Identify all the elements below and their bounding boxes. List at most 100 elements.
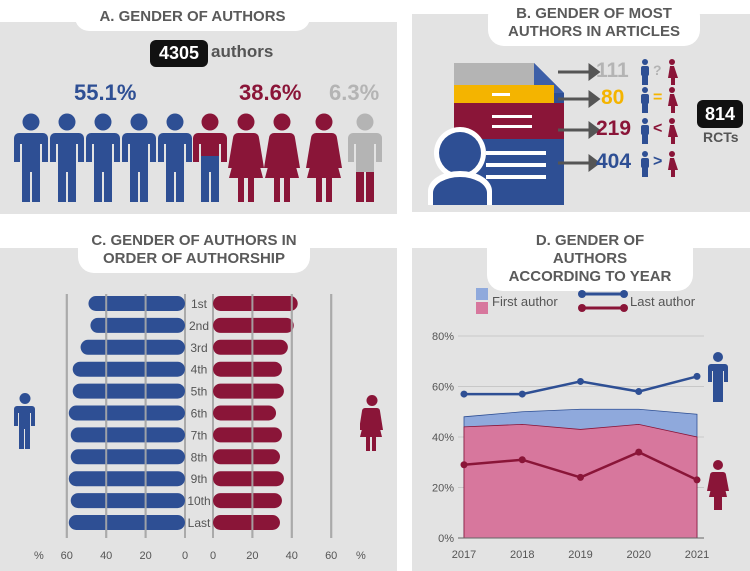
- symbol-less-than: <: [653, 120, 663, 137]
- category-label: 7th: [191, 428, 208, 442]
- female-icon: [264, 113, 300, 202]
- symbol-greater-than: >: [653, 153, 663, 170]
- point-last-author-men: [693, 372, 701, 380]
- symbol-equal: =: [653, 89, 663, 106]
- legend-last-author-swatch: [578, 290, 628, 312]
- tick-label-left: 40: [100, 550, 112, 562]
- bar-men: [68, 405, 185, 421]
- total-authors-label: authors: [211, 42, 274, 61]
- tick-label-right: 40: [286, 550, 298, 562]
- area-first-author-women: [463, 423, 698, 539]
- panel-b-title-line2: AUTHORS IN ARTICLES: [508, 23, 680, 40]
- male-icon: [50, 113, 84, 202]
- bar-men: [72, 383, 185, 399]
- equal-count: 80: [601, 86, 625, 109]
- category-label: 10th: [187, 494, 210, 508]
- bar-men: [88, 296, 185, 311]
- category-label: 5th: [191, 385, 208, 399]
- male-icon: [14, 113, 48, 202]
- bar-men: [80, 339, 185, 355]
- point-last-author-women: [577, 473, 584, 481]
- category-label: 6th: [191, 407, 208, 421]
- panel-d-title-line1: D. GENDER OF AUTHORS: [535, 232, 645, 267]
- bar-women: [213, 361, 282, 377]
- female-icon: [707, 460, 729, 510]
- point-last-author-women: [460, 461, 468, 469]
- point-last-author-women: [518, 456, 526, 464]
- point-last-author-men: [577, 377, 584, 385]
- y-tick-label: 80%: [432, 331, 454, 343]
- male-icon: [86, 113, 120, 202]
- x-tick-label: 2021: [685, 549, 709, 561]
- male-icon: [14, 393, 35, 449]
- total-authors-badge: 4305: [150, 40, 208, 67]
- bar-men: [70, 493, 185, 509]
- male-majority-count: 404: [596, 150, 632, 173]
- y-tick-label: 40%: [432, 432, 454, 444]
- bar-men: [70, 427, 185, 443]
- bar-women: [213, 405, 277, 421]
- point-last-author-men: [460, 390, 468, 398]
- point-last-author-men: [518, 390, 526, 398]
- category-label: 4th: [191, 363, 208, 377]
- x-tick-label: 2017: [452, 549, 476, 561]
- point-last-author-women: [693, 476, 701, 484]
- category-label: 9th: [191, 472, 208, 486]
- panel-a-title: A. GENDER OF AUTHORS: [75, 3, 310, 31]
- half-male-half-female-icon: [193, 113, 227, 202]
- male-icon: [708, 352, 728, 402]
- category-label: 8th: [191, 450, 208, 464]
- rct-label: RCTs: [703, 129, 739, 145]
- bar-women: [213, 515, 280, 530]
- panel-c-title: C. GENDER OF AUTHORS IN ORDER OF AUTHORS…: [78, 227, 310, 273]
- bar-women: [213, 339, 288, 355]
- authorship-order-chart: 1st 2nd 3rd 4th 5th 6th 7th 8th 9th 10th Last 60 40 2…: [61, 294, 337, 562]
- male-icon: [158, 113, 192, 202]
- male-percentage: 55.1%: [74, 80, 137, 105]
- unknown-gender-icon: [348, 113, 382, 202]
- x-tick-label: 2020: [627, 549, 651, 561]
- unknown-percentage: 6.3%: [329, 80, 380, 105]
- tick-label-right: 20: [246, 550, 258, 562]
- bar-women: [213, 296, 298, 311]
- category-label: 3rd: [190, 341, 207, 355]
- document-person-illustration: [428, 63, 564, 205]
- y-tick-label: 60%: [432, 382, 454, 394]
- tick-label-right: 0: [210, 550, 216, 562]
- panel-c-title-line1: C. GENDER OF AUTHORS IN: [91, 232, 297, 249]
- point-last-author-men: [635, 388, 643, 396]
- category-label: 1st: [191, 297, 208, 311]
- legend-first-author: First author: [492, 294, 558, 309]
- bar-women: [213, 427, 282, 443]
- unknown-count: 111: [596, 59, 629, 82]
- female-icon: [360, 395, 383, 451]
- gender-by-year-chart: 0% 20% 40% 60% 80% 2017 2018 2019 2020 2021: [432, 331, 709, 561]
- tick-label-right: 60: [325, 550, 337, 562]
- bar-women: [213, 383, 284, 399]
- bar-men: [90, 317, 185, 333]
- panel-c-title-line2: ORDER OF AUTHORSHIP: [103, 250, 285, 267]
- rct-count-badge: 814: [697, 100, 743, 128]
- female-icon: [306, 113, 342, 202]
- tick-label-left: 0: [182, 550, 188, 562]
- x-tick-label: 2019: [568, 549, 592, 561]
- bar-women: [213, 449, 280, 465]
- legend-last-author: Last author: [630, 294, 696, 309]
- panel-d-title-line2: ACCORDING TO YEAR: [508, 268, 672, 285]
- x-tick-label: 2018: [510, 549, 534, 561]
- bar-men: [72, 361, 185, 377]
- symbol-unknown: ?: [653, 62, 662, 78]
- tick-label-left: 60: [61, 550, 73, 562]
- female-percentage: 38.6%: [239, 80, 302, 105]
- category-label: Last: [188, 516, 211, 530]
- people-icon-row: [14, 113, 382, 202]
- panel-d-title: D. GENDER OF AUTHORS ACCORDING TO YEAR: [487, 227, 693, 291]
- y-tick-label: 0%: [438, 533, 454, 545]
- panel-b-title-line1: B. GENDER OF MOST: [516, 5, 672, 22]
- male-icon: [122, 113, 156, 202]
- arrows: [558, 63, 601, 172]
- female-icon: [228, 113, 264, 202]
- left-percent-label: %: [34, 550, 44, 562]
- legend-first-author-swatch: [476, 288, 488, 314]
- panel-b-title: B. GENDER OF MOST AUTHORS IN ARTICLES: [488, 0, 700, 46]
